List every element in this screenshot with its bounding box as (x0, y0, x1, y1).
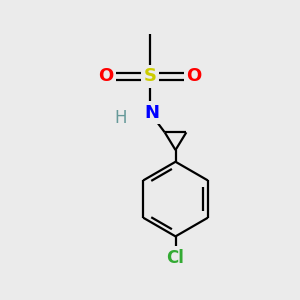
Text: S: S (143, 68, 157, 85)
Text: Cl: Cl (167, 249, 184, 267)
Text: O: O (187, 68, 202, 85)
Text: N: N (145, 104, 160, 122)
Text: O: O (98, 68, 113, 85)
Text: H: H (114, 109, 127, 127)
